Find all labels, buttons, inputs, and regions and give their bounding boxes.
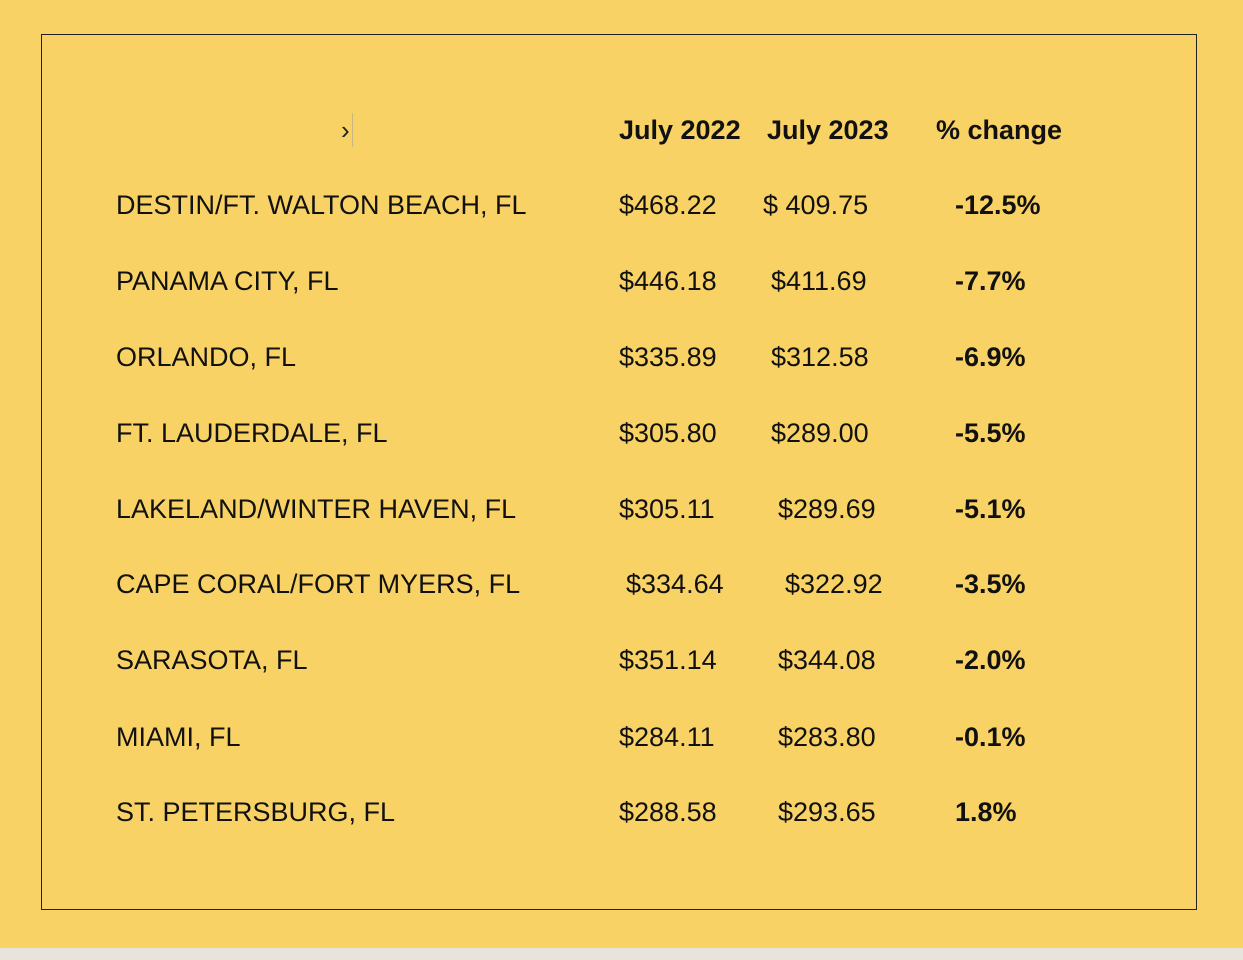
july-2023-value: $283.80 [778, 722, 876, 752]
header-july-2022: July 2022 [619, 115, 741, 145]
header-july-2023: July 2023 [767, 115, 889, 145]
july-2022-value: $446.18 [619, 266, 717, 296]
city-name: ST. PETERSBURG, FL [116, 797, 396, 827]
city-name: DESTIN/FT. WALTON BEACH, FL [116, 190, 527, 220]
table-row: DESTIN/FT. WALTON BEACH, FL $468.22 $ 40… [0, 183, 1243, 227]
table-row: MIAMI, FL $284.11 $283.80 -0.1% [0, 715, 1243, 759]
july-2022-value: $335.89 [619, 342, 717, 372]
header-pct-change: % change [936, 115, 1063, 145]
table-row: ST. PETERSBURG, FL $288.58 $293.65 1.8% [0, 790, 1243, 834]
july-2023-value: $ 409.75 [763, 190, 869, 220]
city-name: SARASOTA, FL [116, 645, 308, 675]
july-2023-value: $411.69 [771, 266, 867, 296]
city-name: PANAMA CITY, FL [116, 266, 339, 296]
pct-change-value: -5.1% [955, 494, 1026, 524]
july-2022-value: $468.22 [619, 190, 717, 220]
table-frame [41, 34, 1197, 910]
july-2023-value: $344.08 [778, 645, 876, 675]
july-2023-value: $312.58 [771, 342, 869, 372]
table-row: FT. LAUDERDALE, FL $305.80 $289.00 -5.5% [0, 411, 1243, 455]
table-row: ORLANDO, FL $335.89 $312.58 -6.9% [0, 335, 1243, 379]
table-row: LAKELAND/WINTER HAVEN, FL $305.11 $289.6… [0, 487, 1243, 531]
pct-change-value: -6.9% [955, 342, 1026, 372]
pct-change-value: -12.5% [955, 190, 1041, 220]
city-name: MIAMI, FL [116, 722, 241, 752]
july-2022-value: $288.58 [619, 797, 717, 827]
text-cursor [352, 113, 353, 147]
july-2023-value: $293.65 [778, 797, 876, 827]
table-row: CAPE CORAL/FORT MYERS, FL $334.64 $322.9… [0, 562, 1243, 606]
pct-change-value: -3.5% [955, 569, 1026, 599]
july-2022-value: $334.64 [626, 569, 724, 599]
pct-change-value: -5.5% [955, 418, 1026, 448]
pct-change-value: -7.7% [955, 266, 1026, 296]
july-2022-value: $305.80 [619, 418, 717, 448]
table-row: SARASOTA, FL $351.14 $344.08 -2.0% [0, 638, 1243, 682]
pct-change-value: 1.8% [955, 797, 1017, 827]
row-marker: › [341, 115, 350, 145]
july-2022-value: $305.11 [619, 494, 715, 524]
city-name: LAKELAND/WINTER HAVEN, FL [116, 494, 517, 524]
july-2022-value: $351.14 [619, 645, 717, 675]
city-name: CAPE CORAL/FORT MYERS, FL [116, 569, 521, 599]
july-2023-value: $289.69 [778, 494, 876, 524]
pct-change-value: -0.1% [955, 722, 1026, 752]
july-2023-value: $289.00 [771, 418, 869, 448]
pct-change-value: -2.0% [955, 645, 1026, 675]
table-row: PANAMA CITY, FL $446.18 $411.69 -7.7% [0, 259, 1243, 303]
city-name: ORLANDO, FL [116, 342, 297, 372]
page-bottom-edge [0, 948, 1243, 960]
july-2022-value: $284.11 [619, 722, 715, 752]
july-2023-value: $322.92 [785, 569, 883, 599]
city-name: FT. LAUDERDALE, FL [116, 418, 388, 448]
